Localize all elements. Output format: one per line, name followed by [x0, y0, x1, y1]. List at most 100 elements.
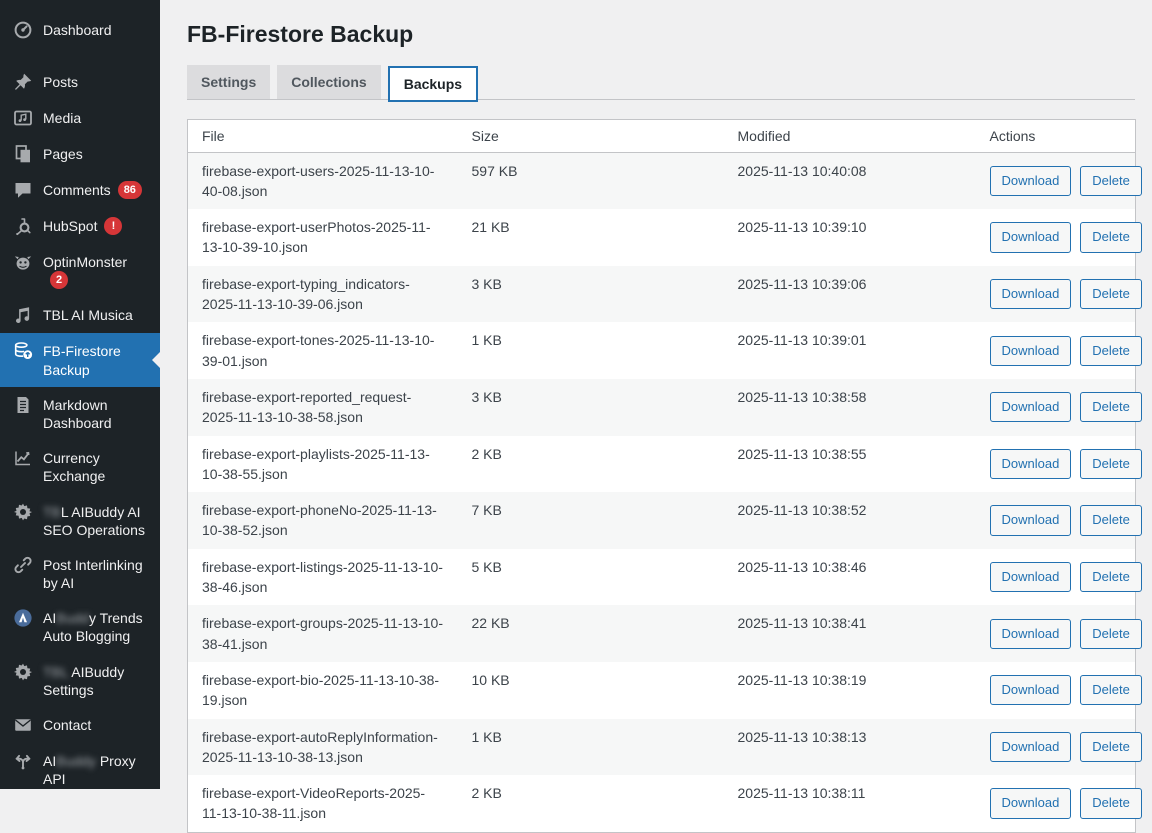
delete-button[interactable]: Delete — [1080, 392, 1142, 423]
optinmonster-icon — [13, 252, 33, 272]
download-button[interactable]: Download — [989, 505, 1072, 536]
delete-button[interactable]: Delete — [1080, 561, 1142, 593]
table-row: firebase-export-groups-2025-11-13-10-38-… — [187, 605, 1142, 662]
file-name: firebase-export-listings-2025-11-13-10-3… — [202, 558, 443, 596]
file-modified: 2025-11-13 10:38:13 — [737, 728, 867, 745]
admin-sidebar: Dashboard Posts Media Pages Comments 86 H… — [0, 0, 160, 789]
download-button[interactable]: Download — [989, 335, 1072, 366]
file-size: 3 KB — [471, 275, 502, 292]
table-row: firebase-export-VideoReports-2025-11-13-… — [188, 775, 1142, 832]
delete-button[interactable]: Delete — [1080, 222, 1142, 253]
sidebar-item-label: FB-Firestore Backup — [43, 341, 152, 378]
redacted-text: TBL — [43, 663, 69, 680]
label-text: L AIBuddy AI SEO Operations — [43, 503, 145, 538]
row-actions: Download Delete — [976, 322, 1142, 379]
main-content: FB-Firestore Backup Settings Collections B… — [160, 0, 1152, 833]
notification-badge: ! — [104, 217, 123, 235]
aibuddy-logo-icon — [13, 608, 33, 628]
label-text: Comments — [43, 182, 111, 198]
sidebar-item-dashboard[interactable]: Dashboard — [0, 12, 160, 48]
table-header: File Size Modified Actions — [187, 119, 1136, 153]
sidebar-item-label: Markdown Dashboard — [43, 395, 152, 432]
file-name: firebase-export-reported_request-2025-11… — [202, 388, 412, 426]
delete-button[interactable]: Delete — [1080, 278, 1142, 310]
file-modified: 2025-11-13 10:38:41 — [737, 615, 867, 632]
sidebar-item-label: TBL AIBuddy AI SEO Operations — [43, 502, 152, 539]
delete-button[interactable]: Delete — [1080, 788, 1142, 819]
download-button[interactable]: Download — [989, 618, 1072, 649]
file-modified: 2025-11-13 10:38:58 — [737, 388, 867, 405]
sidebar-item-optinmonster[interactable]: OptinMonster2 — [0, 244, 160, 297]
sidebar-item-label: HubSpot! — [43, 216, 123, 235]
download-button[interactable]: Download — [989, 561, 1072, 593]
column-header-size: Size — [457, 119, 724, 153]
sidebar-item-post-interlinking-by-ai[interactable]: Post Interlinking by AI — [0, 547, 160, 600]
download-button[interactable]: Download — [989, 392, 1072, 423]
active-item-arrow — [152, 352, 160, 369]
sidebar-item-comments[interactable]: Comments 86 — [0, 172, 160, 208]
download-button[interactable]: Download — [989, 788, 1072, 819]
sidebar-item-tbl-aibuddy-ai-seo-operations[interactable]: TBL AIBuddy AI SEO Operations — [0, 494, 160, 547]
download-button[interactable]: Download — [989, 165, 1072, 196]
sidebar-item-contact[interactable]: Contact — [0, 707, 160, 743]
label-text: Currency Exchange — [43, 450, 106, 485]
sidebar-item-markdown-dashboard[interactable]: Markdown Dashboard — [0, 387, 160, 440]
sidebar-item-hubspot[interactable]: HubSpot! — [0, 208, 160, 244]
label-text: Post Interlinking by AI — [43, 556, 143, 592]
download-button[interactable]: Download — [989, 222, 1072, 253]
delete-button[interactable]: Delete — [1080, 675, 1142, 706]
page-title: FB-Firestore Backup — [187, 21, 414, 47]
row-actions: Download Delete — [976, 549, 1142, 606]
sidebar-item-fb-firestore-backup[interactable]: FB-Firestore Backup — [0, 333, 160, 387]
sidebar-item-tbl-ai-musica[interactable]: TBL AI Musica — [0, 297, 160, 333]
file-name: firebase-export-tones-2025-11-13-10-39-0… — [202, 332, 435, 369]
sidebar-item-aibuddy-proxy-api[interactable]: AIBuddy Proxy API — [0, 743, 160, 789]
row-actions: Download Delete — [976, 379, 1142, 436]
sidebar-item-label: Pages — [43, 144, 83, 163]
table-row: firebase-export-reported_request-2025-11… — [187, 378, 1142, 436]
delete-button[interactable]: Delete — [1080, 448, 1142, 479]
file-name: firebase-export-playlists-2025-11-13-10-… — [202, 445, 430, 482]
sidebar-item-label: TBL AIBuddy Settings — [43, 662, 152, 699]
delete-button[interactable]: Delete — [1080, 335, 1142, 366]
file-size: 1 KB — [471, 728, 502, 745]
menu-separator — [0, 48, 160, 64]
label-text: Media — [43, 110, 82, 126]
document-icon — [13, 395, 33, 415]
sidebar-item-tbl-aibuddy-settings[interactable]: TBL AIBuddy Settings — [0, 654, 160, 707]
sidebar-item-posts[interactable]: Posts — [0, 64, 160, 100]
delete-button[interactable]: Delete — [1080, 618, 1142, 649]
file-size: 3 KB — [471, 388, 502, 405]
sidebar-item-label: Contact — [43, 715, 91, 734]
sidebar-item-label: Posts — [43, 72, 78, 91]
sidebar-item-label: OptinMonster2 — [43, 252, 152, 290]
sidebar-item-pages[interactable]: Pages — [0, 136, 160, 172]
tab-collections[interactable]: Collections — [277, 64, 381, 99]
download-button[interactable]: Download — [989, 448, 1072, 479]
label-text: Dashboard — [43, 22, 112, 38]
download-button[interactable]: Download — [989, 731, 1072, 762]
sidebar-item-media[interactable]: Media — [0, 100, 160, 136]
envelope-icon — [13, 715, 33, 735]
notification-badge: 2 — [50, 271, 68, 290]
row-actions: Download Delete — [976, 152, 1142, 209]
file-size: 21 KB — [471, 219, 510, 236]
chart-line-icon — [13, 448, 33, 468]
tab-backups[interactable]: Backups — [387, 65, 479, 102]
table-header-row: File Size Modified Actions — [187, 119, 1136, 153]
file-name: firebase-export-typing_indicators-2025-1… — [202, 275, 410, 313]
delete-button[interactable]: Delete — [1080, 165, 1142, 196]
delete-button[interactable]: Delete — [1080, 505, 1142, 536]
tab-settings[interactable]: Settings — [187, 64, 271, 99]
delete-button[interactable]: Delete — [1080, 731, 1142, 762]
sidebar-item-aibuddy-trends-auto-blogging[interactable]: AIBuddy Trends Auto Blogging — [0, 600, 160, 653]
label-text: AI — [43, 753, 57, 769]
sidebar-item-label: TBL AI Musica — [43, 305, 133, 324]
table-body: firebase-export-users-2025-11-13-10-40-0… — [187, 152, 1142, 832]
download-button[interactable]: Download — [989, 675, 1072, 706]
download-button[interactable]: Download — [989, 278, 1072, 310]
sidebar-item-currency-exchange[interactable]: Currency Exchange — [0, 440, 160, 493]
sidebar-item-label: Comments 86 — [43, 180, 142, 199]
row-actions: Download Delete — [976, 605, 1142, 662]
